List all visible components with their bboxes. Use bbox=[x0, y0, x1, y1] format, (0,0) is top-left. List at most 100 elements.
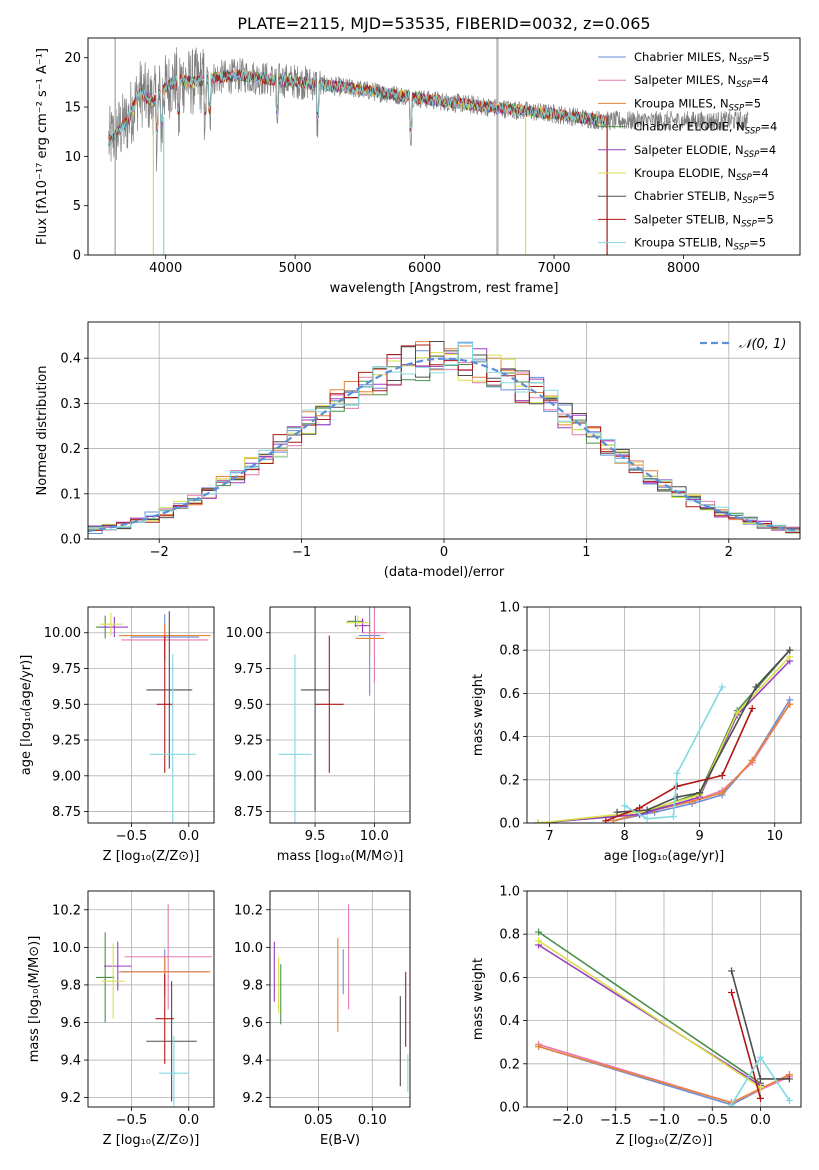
y-tick-label: 8.75 bbox=[52, 805, 81, 820]
x-axis-label: mass [log₁₀(M/M⊙)] bbox=[277, 849, 404, 864]
axes-frame bbox=[526, 606, 802, 824]
series-marker-cs bbox=[613, 808, 621, 816]
x-tick-label: −1.0 bbox=[648, 1113, 680, 1128]
x-tick-label: 9.5 bbox=[305, 829, 326, 844]
x-tick-label: 4000 bbox=[149, 261, 182, 276]
legend-label-suffix: =5 bbox=[749, 236, 766, 250]
x-tick-label: 0.0 bbox=[750, 1113, 771, 1128]
series-marker-km bbox=[535, 1043, 543, 1051]
legend-label-sm: Salpeter MILES, NSSP=4 bbox=[634, 73, 769, 90]
legend-label-sub: SSP bbox=[736, 80, 752, 90]
y-tick-label: 9.00 bbox=[234, 769, 263, 784]
plot-area bbox=[96, 904, 212, 1107]
legend-label-sub: SSP bbox=[741, 219, 757, 229]
x-tick-label: 0.0 bbox=[178, 1113, 199, 1128]
x-tick-label: 6000 bbox=[408, 261, 441, 276]
normal-curve-line bbox=[88, 357, 800, 533]
legend-label-se: Salpeter ELODIE, NSSP=4 bbox=[634, 143, 776, 160]
legend-label-text: Kroupa MILES, N bbox=[634, 96, 729, 110]
chart-massweight-vs-age: 7 8 9 10 0.0 0.2 0.4 0.6 0.8 1.0 age [log₁₀(age/yr… bbox=[471, 601, 802, 864]
x-tick-label: 7 bbox=[545, 829, 553, 844]
x-tick-label: 5000 bbox=[279, 261, 312, 276]
x-axis-label: age [log₁₀(age/yr)] bbox=[604, 849, 725, 864]
axes-frame bbox=[87, 37, 801, 256]
series-marker-cs bbox=[785, 1075, 793, 1083]
legend-label-ks: Kroupa STELIB, NSSP=5 bbox=[634, 236, 766, 253]
legend-label-suffix: =4 bbox=[752, 73, 769, 87]
normal-legend-label: 𝒩(0, 1) bbox=[739, 337, 786, 352]
y-tick-label: 9.75 bbox=[234, 662, 263, 677]
y-tick-label: 0.3 bbox=[60, 397, 81, 412]
series-marker-ss bbox=[602, 817, 610, 823]
series-marker-ke bbox=[534, 819, 542, 823]
legend-label-cs: Chabrier STELIB, NSSP=5 bbox=[634, 189, 775, 206]
chart-spectrum: 4000 5000 6000 7000 8000 0 5 10 15 20 wavelength [… bbox=[35, 37, 801, 296]
series-marker-ss bbox=[673, 782, 681, 790]
x-tick-label: −1 bbox=[292, 545, 311, 560]
x-axis-label: E(B-V) bbox=[320, 1133, 360, 1148]
axes-frame bbox=[87, 321, 801, 540]
y-tick-label: 9.6 bbox=[60, 1016, 81, 1031]
legend-label-ce: Chabrier ELODIE, NSSP=4 bbox=[634, 120, 777, 137]
series-marker-ke bbox=[733, 709, 741, 717]
series-line-ke bbox=[538, 656, 791, 823]
y-axis-label: mass [log₁₀(M/M⊙)] bbox=[27, 936, 42, 1063]
x-tick-label: 10 bbox=[766, 829, 783, 844]
x-tick-label: 10.0 bbox=[360, 829, 389, 844]
y-tick-label: 9.6 bbox=[242, 1016, 263, 1031]
x-tick-label: 1 bbox=[582, 545, 590, 560]
y-tick-label: 9.4 bbox=[60, 1054, 81, 1069]
y-tick-label: 0.2 bbox=[60, 442, 81, 457]
plot-area bbox=[535, 928, 793, 1107]
x-tick-label: 0 bbox=[440, 545, 448, 560]
y-axis-label: mass weight bbox=[471, 674, 486, 756]
legend-label-sub: SSP bbox=[737, 57, 753, 67]
residual-histogram-ks bbox=[88, 342, 800, 532]
chart-massweight-vs-Z: −2.0 −1.5 −1.0 −0.5 0.0 0.0 0.2 0.4 0.6 0.8 1.0 Z [… bbox=[471, 885, 802, 1148]
legend-label-text: Salpeter MILES, N bbox=[634, 73, 736, 87]
y-tick-label: 9.4 bbox=[242, 1054, 263, 1069]
y-tick-label: 9.8 bbox=[242, 978, 263, 993]
legend-label-sub: SSP bbox=[744, 150, 760, 160]
model-spectrum-ks bbox=[108, 69, 607, 146]
legend-label-suffix: =5 bbox=[753, 50, 770, 64]
series-marker-cs bbox=[752, 683, 760, 691]
y-tick-label: 0.0 bbox=[499, 817, 520, 832]
chart-mass-vs-Z: −0.5 0.0 9.2 9.4 9.6 9.8 10.0 10.2 Z [log₁₀(Z/Z⊙… bbox=[27, 890, 215, 1148]
legend-label-sub: SSP bbox=[745, 127, 761, 137]
y-tick-label: 10.0 bbox=[234, 941, 263, 956]
y-tick-label: 9.50 bbox=[52, 698, 81, 713]
y-axis-label: Flux [fλ10⁻¹⁷ erg cm⁻² s⁻¹ A⁻¹] bbox=[35, 48, 50, 245]
x-tick-label: 0.0 bbox=[178, 829, 199, 844]
plot-area bbox=[108, 38, 749, 255]
legend-label-text: Chabrier ELODIE, N bbox=[634, 120, 745, 134]
y-tick-label: 0.6 bbox=[499, 971, 520, 986]
x-axis-label: Z [log₁₀(Z/Z⊙)] bbox=[103, 849, 200, 864]
axes-frame bbox=[526, 890, 802, 1108]
y-tick-label: 0.0 bbox=[499, 1101, 520, 1116]
series-marker-ks bbox=[785, 1097, 793, 1105]
series-line-cs bbox=[617, 649, 791, 813]
series-marker-km bbox=[786, 700, 794, 708]
legend-label-text: Chabrier MILES, N bbox=[634, 50, 737, 64]
y-tick-label: 0.2 bbox=[499, 1057, 520, 1072]
series-marker-cs bbox=[696, 789, 704, 797]
x-tick-label: 7000 bbox=[537, 261, 570, 276]
y-tick-label: 10.00 bbox=[226, 626, 263, 641]
series-marker-ss bbox=[756, 1094, 764, 1102]
y-tick-label: 9.25 bbox=[234, 734, 263, 749]
series-line-ce bbox=[538, 931, 761, 1084]
series-marker-ks bbox=[728, 1101, 736, 1107]
y-tick-label: 0.8 bbox=[499, 644, 520, 659]
axes-frame bbox=[87, 606, 215, 824]
y-tick-label: 0.2 bbox=[499, 773, 520, 788]
y-tick-label: 10.2 bbox=[52, 903, 81, 918]
x-tick-label: −2 bbox=[150, 545, 169, 560]
series-line-sm bbox=[613, 703, 791, 822]
legend-label-suffix: =4 bbox=[760, 120, 777, 134]
x-axis-label: (data-model)/error bbox=[384, 565, 505, 580]
legend-label-ke: Kroupa ELODIE, NSSP=4 bbox=[634, 166, 769, 183]
legend-label-sub: SSP bbox=[734, 243, 750, 253]
